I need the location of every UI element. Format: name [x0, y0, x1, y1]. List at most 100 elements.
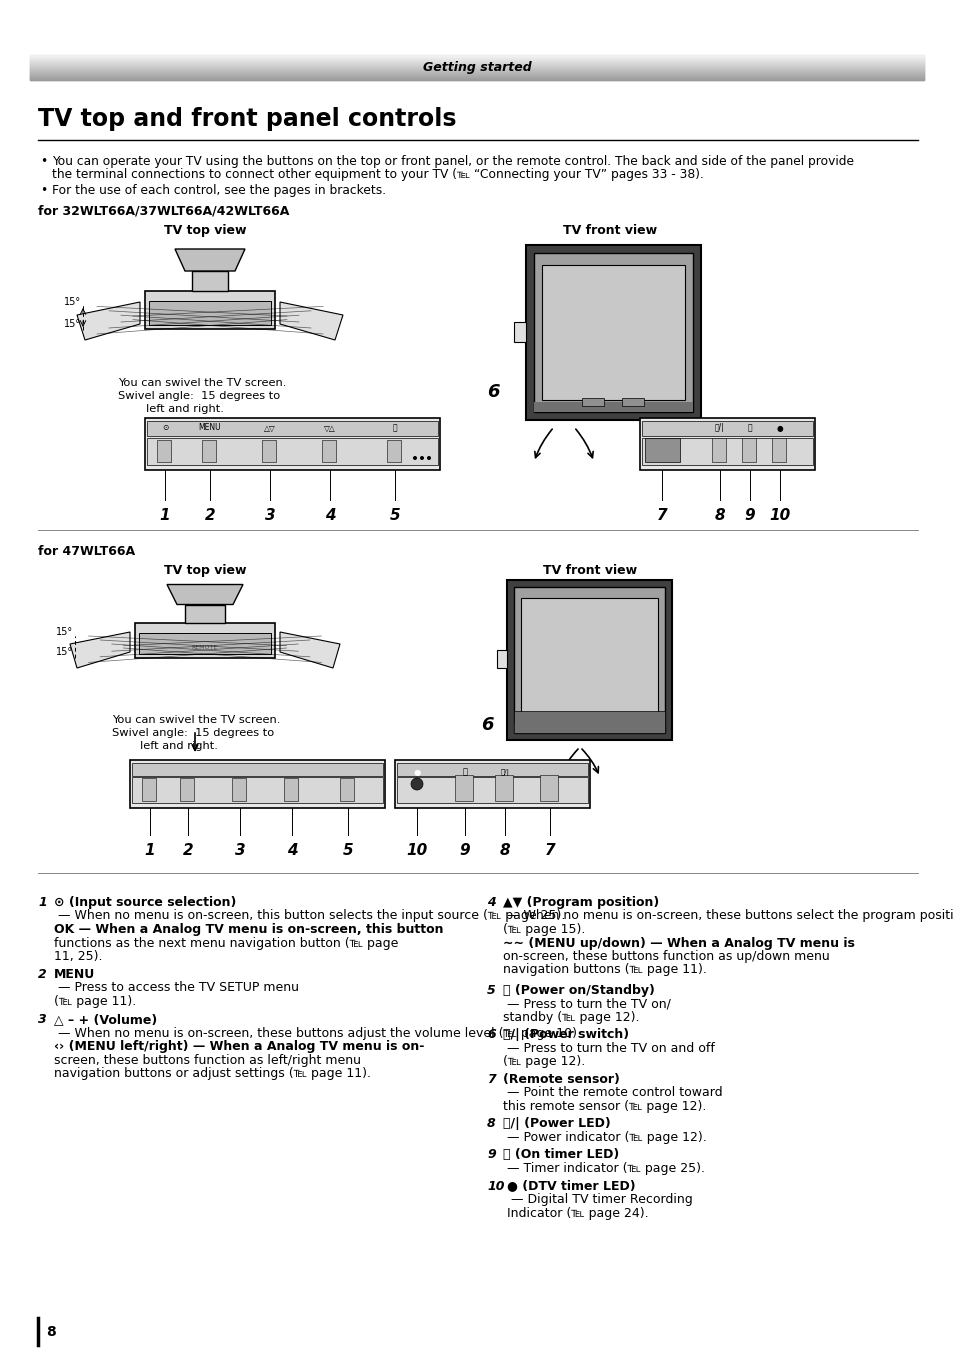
Bar — [581, 398, 603, 406]
Text: REMOTE: REMOTE — [192, 645, 218, 649]
Text: Indicator (℡ page 24).: Indicator (℡ page 24). — [506, 1207, 648, 1219]
Bar — [396, 763, 587, 776]
Text: — Power indicator (℡ page 12).: — Power indicator (℡ page 12). — [502, 1131, 706, 1143]
Polygon shape — [70, 632, 130, 668]
Text: 7: 7 — [656, 508, 666, 522]
Text: •: • — [40, 184, 48, 197]
Bar — [145, 418, 439, 470]
Text: left and right.: left and right. — [140, 741, 217, 751]
Bar — [526, 244, 700, 420]
Bar — [514, 724, 665, 733]
Text: TV top view: TV top view — [164, 564, 246, 576]
Bar — [322, 440, 335, 462]
Bar — [395, 760, 589, 809]
Text: 10: 10 — [768, 508, 790, 522]
Text: TV front view: TV front view — [562, 224, 657, 238]
Text: ‹› (MENU left/right) — When a Analog TV menu is on-: ‹› (MENU left/right) — When a Analog TV … — [54, 1041, 424, 1053]
Text: 15°: 15° — [56, 647, 73, 657]
Text: △ – + (Volume): △ – + (Volume) — [54, 1014, 157, 1026]
Text: ⏲ (On timer LED): ⏲ (On timer LED) — [502, 1149, 618, 1161]
Polygon shape — [167, 585, 243, 605]
Bar — [147, 421, 437, 436]
Bar — [130, 760, 385, 809]
Bar — [145, 292, 274, 329]
Text: ⏻/| (Power switch): ⏻/| (Power switch) — [502, 1029, 628, 1041]
Bar — [644, 437, 679, 462]
Text: — Timer indicator (℡ page 25).: — Timer indicator (℡ page 25). — [502, 1162, 704, 1174]
Text: 2: 2 — [182, 842, 193, 859]
Bar — [542, 265, 685, 400]
Text: 9: 9 — [744, 508, 755, 522]
Text: 8: 8 — [486, 1118, 496, 1130]
Polygon shape — [77, 302, 140, 340]
Text: — Point the remote control toward: — Point the remote control toward — [502, 1087, 721, 1099]
Bar — [139, 633, 271, 653]
Bar — [147, 437, 437, 464]
Text: — Press to access the TV SETUP menu: — Press to access the TV SETUP menu — [54, 981, 298, 994]
Bar — [514, 711, 665, 733]
Text: ⊙: ⊙ — [162, 424, 168, 432]
Text: 3: 3 — [38, 1014, 47, 1026]
Text: △▽: △▽ — [264, 424, 275, 432]
Bar — [455, 775, 473, 801]
Bar — [641, 421, 812, 436]
Bar — [339, 778, 354, 801]
Text: 7: 7 — [544, 842, 555, 859]
Text: ⏻/| (Power LED): ⏻/| (Power LED) — [502, 1118, 610, 1130]
Text: ⏲: ⏲ — [462, 768, 467, 776]
Text: You can swivel the TV screen.: You can swivel the TV screen. — [118, 378, 286, 387]
Bar — [135, 622, 274, 657]
Text: MENU: MENU — [198, 424, 221, 432]
Text: OK — When a Analog TV menu is on-screen, this button: OK — When a Analog TV menu is on-screen,… — [54, 923, 443, 936]
Bar — [284, 778, 297, 801]
Bar — [534, 252, 693, 412]
Bar — [495, 775, 513, 801]
Text: ∼∼ (MENU up/down) — When a Analog TV menu is: ∼∼ (MENU up/down) — When a Analog TV men… — [502, 937, 854, 949]
Text: — When no menu is on-screen, these buttons select the program position.: — When no menu is on-screen, these butto… — [502, 910, 953, 922]
Text: 3: 3 — [264, 508, 275, 522]
Circle shape — [413, 456, 416, 460]
Bar — [232, 778, 246, 801]
Text: (Remote sensor): (Remote sensor) — [502, 1073, 619, 1085]
Bar — [149, 301, 271, 325]
Text: 6: 6 — [486, 1029, 496, 1041]
Text: 9: 9 — [486, 1149, 496, 1161]
Text: navigation buttons or adjust settings (℡ page 11).: navigation buttons or adjust settings (℡… — [54, 1068, 371, 1080]
Text: ▽△: ▽△ — [324, 424, 335, 432]
Text: 15°: 15° — [64, 319, 81, 329]
Text: TV top view: TV top view — [164, 224, 246, 238]
Text: Swivel angle:  15 degrees to: Swivel angle: 15 degrees to — [118, 392, 280, 401]
Text: the terminal connections to connect other equipment to your TV (℡ “Connecting yo: the terminal connections to connect othe… — [52, 167, 703, 181]
Bar — [142, 778, 156, 801]
Text: — When no menu is on-screen, these buttons adjust the volume level (℡ page 10).: — When no menu is on-screen, these butto… — [54, 1027, 580, 1040]
Text: ⏻ (Power on/Standby): ⏻ (Power on/Standby) — [502, 984, 654, 996]
Text: 1: 1 — [159, 508, 171, 522]
Text: screen, these buttons function as left/right menu: screen, these buttons function as left/r… — [54, 1054, 360, 1067]
Text: For the use of each control, see the pages in brackets.: For the use of each control, see the pag… — [52, 184, 386, 197]
Bar — [192, 271, 228, 292]
Text: 11, 25).: 11, 25). — [54, 950, 102, 963]
Bar — [621, 398, 643, 406]
Text: for 32WLT66A/37WLT66A/42WLT66A: for 32WLT66A/37WLT66A/42WLT66A — [38, 205, 289, 217]
Text: 8: 8 — [499, 842, 510, 859]
Text: You can operate your TV using the buttons on the top or front panel, or the remo: You can operate your TV using the button… — [52, 155, 853, 167]
Text: 4: 4 — [324, 508, 335, 522]
Bar — [741, 437, 755, 462]
Text: (℡ page 11).: (℡ page 11). — [54, 995, 136, 1007]
Text: 15°: 15° — [56, 626, 73, 637]
Text: — Press to turn the TV on and off: — Press to turn the TV on and off — [502, 1042, 714, 1054]
Text: 5: 5 — [389, 508, 400, 522]
Text: 9: 9 — [459, 842, 470, 859]
Text: 2: 2 — [38, 968, 47, 980]
Text: You can swivel the TV screen.: You can swivel the TV screen. — [112, 716, 280, 725]
Polygon shape — [280, 632, 339, 668]
Bar — [262, 440, 275, 462]
Text: ⏻/|: ⏻/| — [500, 768, 509, 775]
Text: 7: 7 — [486, 1073, 496, 1085]
Text: ▲▼ (Program position): ▲▼ (Program position) — [502, 896, 659, 909]
Text: Getting started: Getting started — [422, 61, 531, 73]
Text: 1: 1 — [38, 896, 47, 909]
Bar — [387, 440, 400, 462]
Text: 1: 1 — [145, 842, 155, 859]
Text: Swivel angle:  15 degrees to: Swivel angle: 15 degrees to — [112, 728, 274, 738]
